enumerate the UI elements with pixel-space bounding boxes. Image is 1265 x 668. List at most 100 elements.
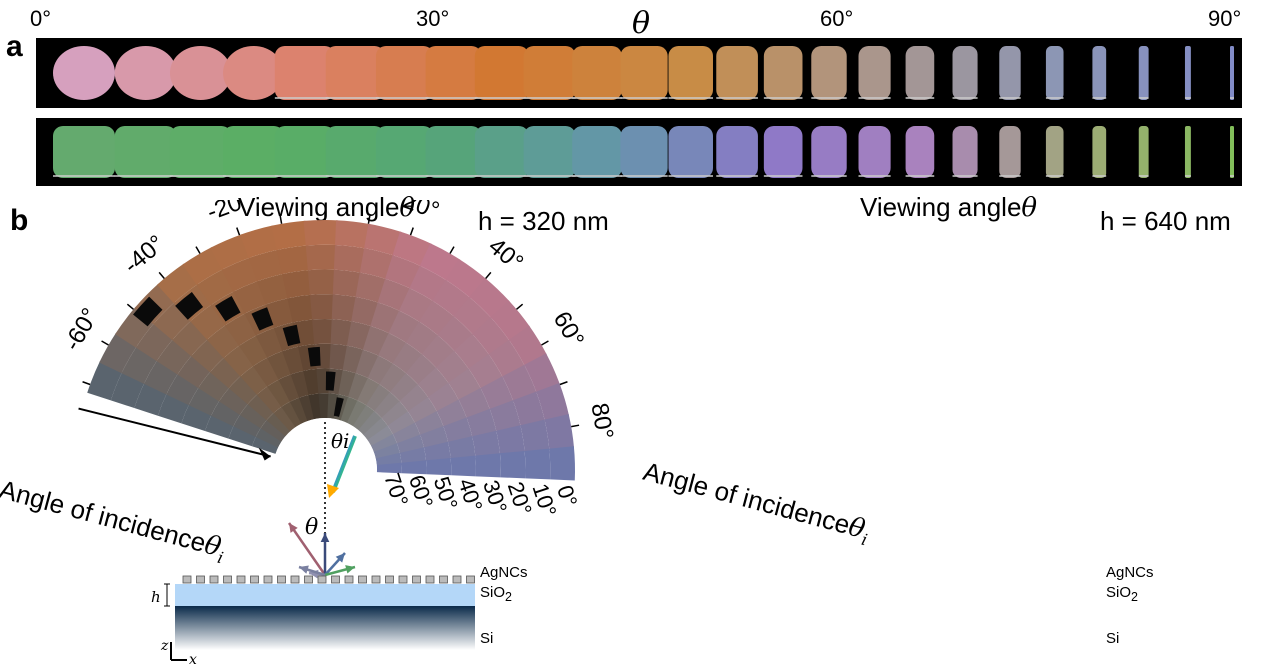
fan-cell xyxy=(247,394,274,421)
viewing-tick-label: 60° xyxy=(548,307,590,352)
strip-320nm-sample xyxy=(425,46,482,100)
sio2-label-left: SiO2 xyxy=(480,584,512,604)
fan-cell xyxy=(282,270,312,299)
strip-320nm-sample xyxy=(1184,46,1191,100)
fan-cell xyxy=(221,257,259,292)
fan-cell xyxy=(252,436,279,454)
nanocube xyxy=(358,575,367,584)
fan-cell xyxy=(211,400,241,427)
strip-640nm-sample xyxy=(905,126,935,178)
nanocube xyxy=(398,575,408,584)
agncs-label-left: AgNCs xyxy=(480,564,528,581)
fan-cell xyxy=(512,391,545,427)
fan-cell xyxy=(318,393,329,419)
fan-cell xyxy=(191,338,225,373)
fan-cell xyxy=(436,399,467,427)
fan-cell xyxy=(273,406,296,432)
strip-640nm-sample xyxy=(425,126,482,178)
nanocube xyxy=(182,575,192,584)
fan-cell xyxy=(87,360,123,401)
fan-cell xyxy=(287,294,314,323)
sio2-label-right: SiO2 xyxy=(1106,584,1138,604)
fan-cell xyxy=(281,401,302,428)
fan-cell xyxy=(490,300,531,342)
fan-cell xyxy=(392,231,432,267)
strip-320nm-sample xyxy=(53,46,115,100)
tick-label-0: 0° xyxy=(30,6,52,31)
fan-cell xyxy=(458,387,491,419)
fan-cell xyxy=(367,425,394,447)
fan-cell xyxy=(282,346,304,375)
viewing-tick xyxy=(485,271,492,279)
strip-640nm-sample xyxy=(1138,126,1149,178)
viewing-tick xyxy=(236,227,241,236)
fan-cell xyxy=(524,353,560,394)
fan-cell xyxy=(327,393,339,419)
fan-cell xyxy=(385,255,422,289)
fan-cell xyxy=(204,414,234,439)
fan-cell xyxy=(181,404,212,431)
fan-cell xyxy=(196,269,235,306)
fan-cell xyxy=(468,354,503,390)
fan-cell xyxy=(265,298,294,328)
strip-320nm-svg xyxy=(53,46,1234,100)
fan-cell xyxy=(524,448,551,480)
fan-cell xyxy=(448,436,476,459)
strip-640nm-sample xyxy=(620,126,668,178)
fan-cell xyxy=(357,377,380,406)
fan-cell xyxy=(388,310,421,344)
fan-cell xyxy=(367,355,394,385)
scatter-arrowhead xyxy=(320,533,330,543)
viewing-tick-label: 40° xyxy=(483,233,528,277)
strip-320nm-sample xyxy=(668,46,713,100)
viewing-angle-title-right: Viewing angleθ xyxy=(860,192,1037,223)
nanocube xyxy=(290,575,300,584)
fan-cell xyxy=(450,455,476,477)
fan-cell xyxy=(228,375,258,405)
fan-cell xyxy=(392,422,421,444)
nanocube xyxy=(317,575,327,584)
strip-640nm-sample xyxy=(668,126,713,178)
tick-label-90: 90° xyxy=(1208,6,1242,31)
nanocube xyxy=(209,575,219,584)
strip-640nm-sample xyxy=(274,126,335,178)
viewing-tick xyxy=(571,424,580,428)
thickness-label-right: h = 640 nm xyxy=(1100,206,1231,236)
fan-cell xyxy=(469,277,510,319)
fan-cell xyxy=(210,234,251,270)
viewing-tick xyxy=(559,381,568,386)
nanocube xyxy=(412,575,421,584)
scatter-arrowhead xyxy=(335,553,345,563)
scatter-arrowhead xyxy=(299,565,309,574)
fan-cell xyxy=(331,294,357,322)
fan-cell xyxy=(480,376,514,410)
fan-cell xyxy=(544,414,575,451)
fan-cell xyxy=(303,220,338,246)
fan-cell xyxy=(396,434,425,454)
fan-cell xyxy=(303,368,319,396)
viewing-angle-theta-right: θ xyxy=(1021,193,1038,223)
viewing-angle-theta-left: θ xyxy=(399,193,416,223)
panel-b-letter: b xyxy=(10,204,29,237)
viewing-tick xyxy=(126,303,134,310)
fan-cell xyxy=(364,223,402,256)
fan-cell xyxy=(253,357,280,387)
fan-cell xyxy=(435,350,470,384)
specular-marker xyxy=(333,397,344,417)
scatter-arrowhead xyxy=(345,565,355,574)
incident-light-arrow xyxy=(331,435,357,493)
fan-cell xyxy=(352,405,375,431)
fan-cell xyxy=(166,373,199,406)
fan-cell xyxy=(340,396,358,423)
scatter-arrowhead xyxy=(289,523,298,533)
fan-cell xyxy=(157,263,198,304)
strip-640nm-sample xyxy=(1230,126,1234,178)
fan-cell xyxy=(248,249,284,282)
fan-cell xyxy=(338,370,357,397)
nanocube xyxy=(439,575,448,584)
fan-cell xyxy=(443,417,473,443)
viewing-tick xyxy=(279,215,283,224)
nanocube xyxy=(236,575,246,584)
strip-320nm-sample xyxy=(620,46,668,100)
strip-640nm-sample xyxy=(1045,126,1064,178)
